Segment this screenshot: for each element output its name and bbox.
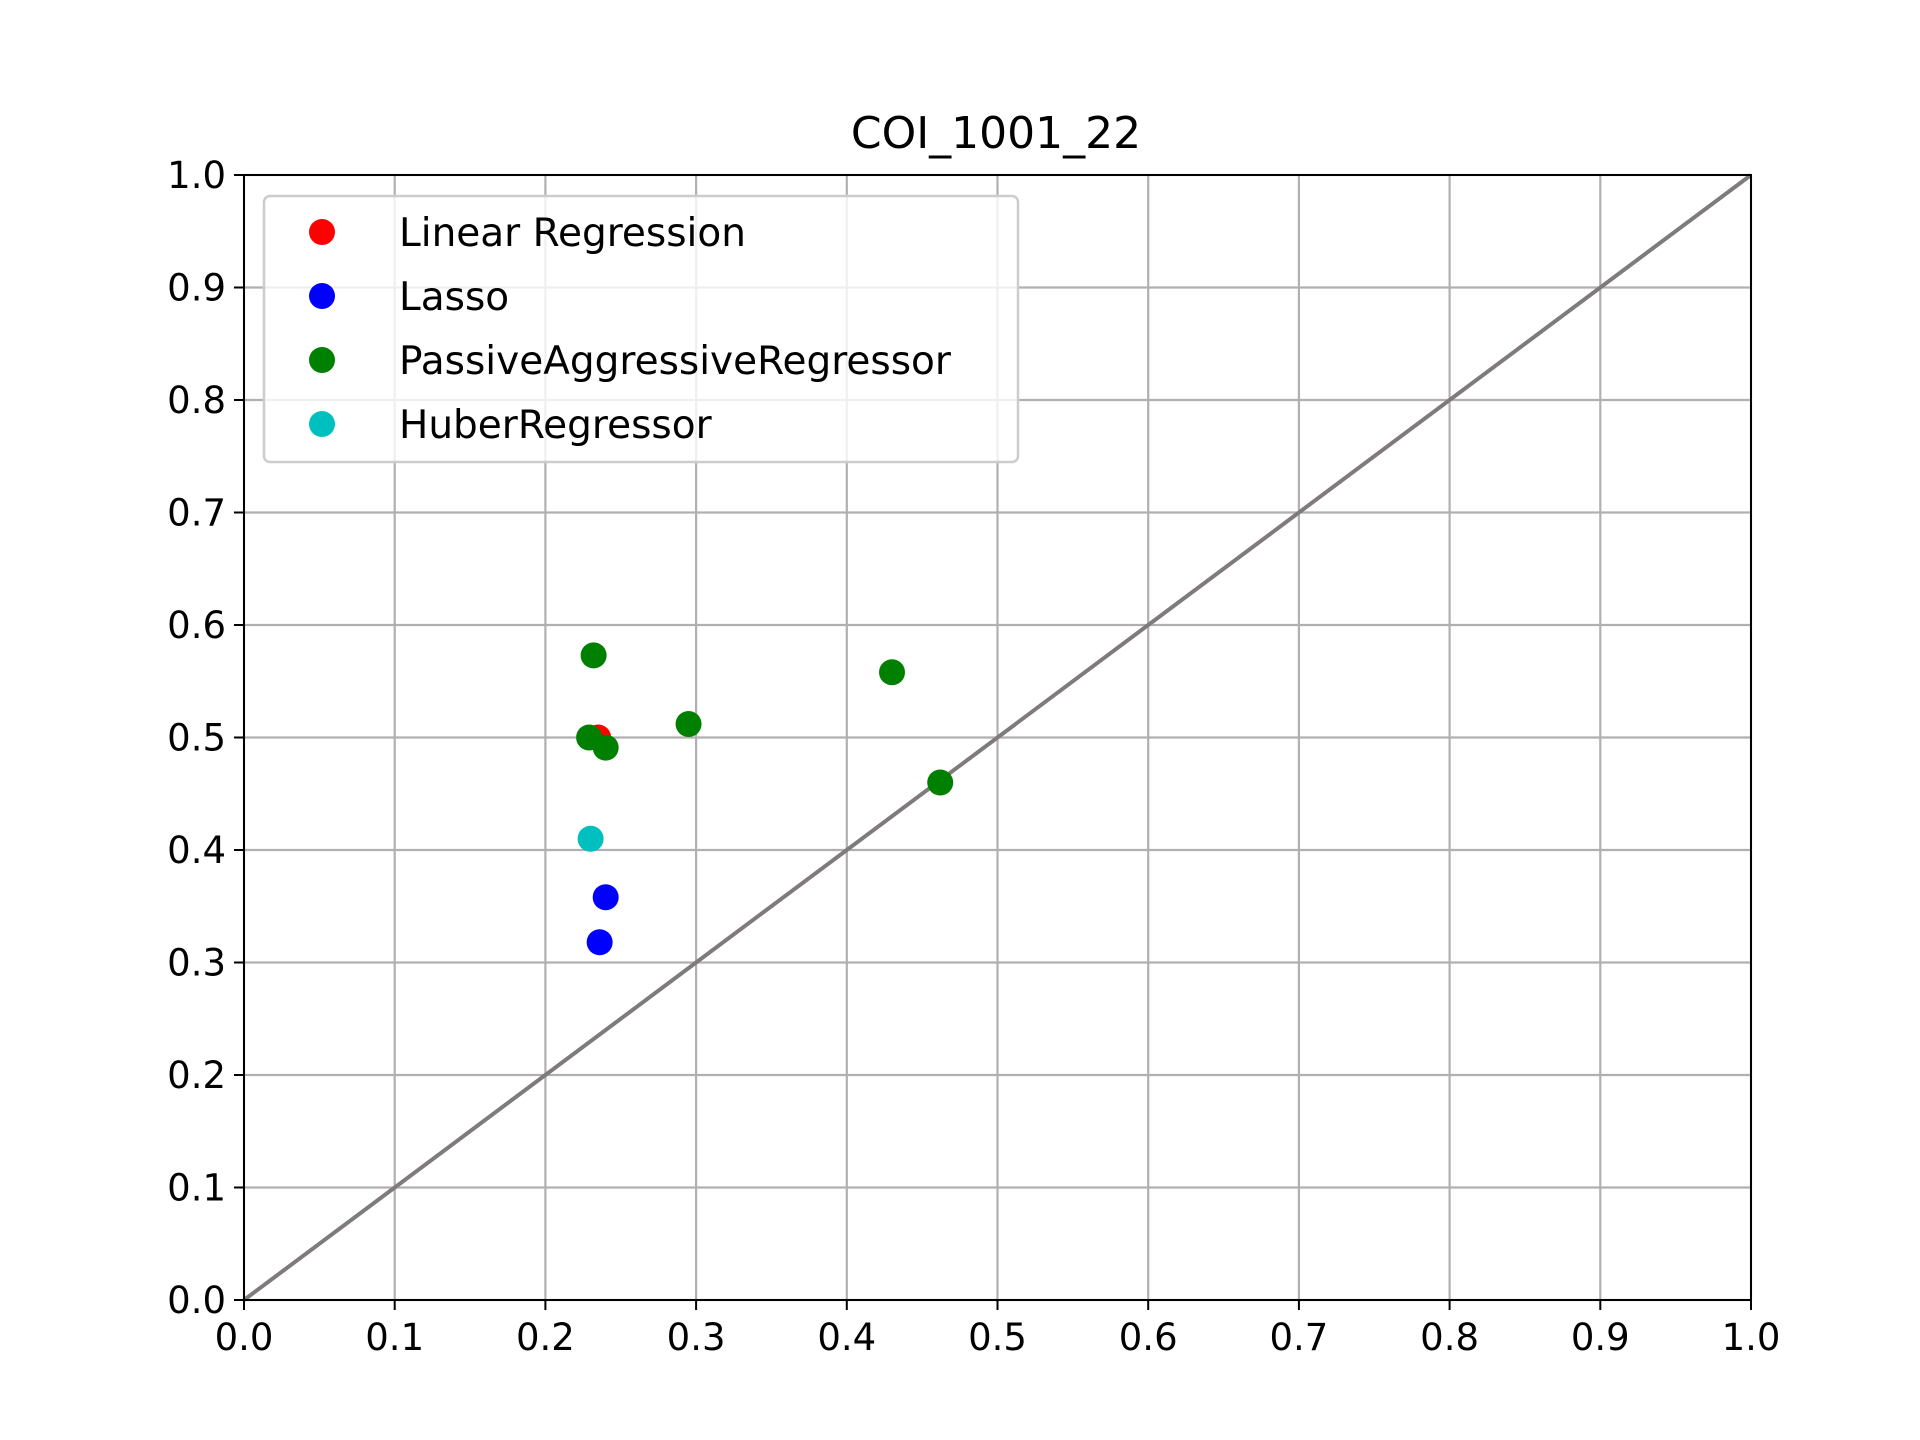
data-point-series2-0 [580,642,607,669]
y-tick-label-5: 0.5 [167,717,226,760]
y-tick-label-4: 0.4 [167,829,226,872]
x-tick-label-1: 0.1 [365,1316,424,1359]
y-tick-label-0: 0.0 [167,1279,226,1322]
y-tick-label-9: 0.9 [167,267,226,310]
data-point-series2-2 [592,734,619,761]
x-tick-label-3: 0.3 [667,1316,726,1359]
y-tick-label-6: 0.6 [167,604,226,647]
legend-marker-0 [309,219,335,245]
legend-marker-2 [309,347,335,373]
chart-title: COI_1001_22 [851,108,1141,159]
data-point-series2-3 [675,711,702,737]
x-tick-label-2: 0.2 [516,1316,575,1359]
legend-label-1: Lasso [399,275,509,320]
y-tick-label-8: 0.8 [167,379,226,422]
data-points [576,642,954,956]
x-tick-label-4: 0.4 [817,1316,876,1359]
x-tick-label-9: 0.9 [1571,1316,1630,1359]
reference-line-layer [242,173,1753,1302]
legend-label-2: PassiveAggressiveRegressor [399,339,952,384]
x-tick-label-5: 0.5 [968,1316,1027,1359]
axis-ticks: 0.0 0.1 0.2 0.3 0.4 0.5 0.6 0.7 0.8 0.9 1.0 0.0 0.1 0… [167,154,1780,1359]
x-tick-label-0: 0.0 [215,1316,274,1359]
legend-box [262,194,1020,464]
data-point-series3-0 [577,825,604,852]
reference-diagonal-line [242,173,1753,1302]
legend-label-3: HuberRegressor [399,403,713,448]
y-tick-label-1: 0.1 [167,1167,226,1210]
x-tick-label-8: 0.8 [1420,1316,1479,1359]
y-tick-label-7: 0.7 [167,492,226,535]
data-point-series2-4 [879,659,906,686]
legend-marker-1 [309,283,335,309]
data-point-series1-1 [586,929,613,956]
x-tick-label-6: 0.6 [1119,1316,1178,1359]
legend-marker-3 [309,411,335,437]
x-tick-label-10: 1.0 [1722,1316,1781,1359]
y-tick-label-2: 0.2 [167,1054,226,1097]
y-tick-label-10: 1.0 [167,154,226,197]
legend-label-0: Linear Regression [399,211,746,256]
y-tick-label-3: 0.3 [167,942,226,985]
x-tick-label-7: 0.7 [1269,1316,1328,1359]
data-point-series2-5 [927,769,954,796]
legend: Linear Regression Lasso PassiveAggressiveR… [262,194,1020,464]
data-point-series1-0 [592,884,619,911]
